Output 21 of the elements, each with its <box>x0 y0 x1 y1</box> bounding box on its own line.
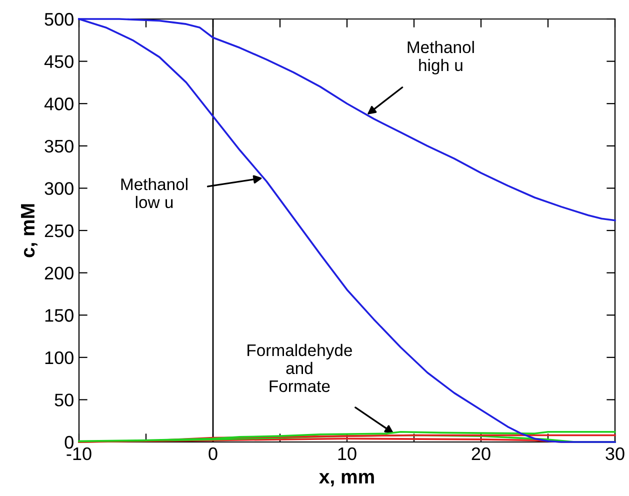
y-tick-label: 50 <box>54 394 74 406</box>
y-tick-label: 150 <box>45 309 74 322</box>
y-tick-label: 350 <box>44 140 74 153</box>
annotation: Formaldehyde and Formate <box>248 344 352 392</box>
y-tick-label: 0 <box>64 436 74 449</box>
y-tick-label: 300 <box>44 182 74 195</box>
annotation: Methanol low u <box>121 178 188 208</box>
y-tick-label: 250 <box>44 224 74 238</box>
x-axis-title: x, mm <box>319 472 374 486</box>
y-tick-label: 400 <box>44 98 74 110</box>
annotation: Methanol high u <box>408 40 474 74</box>
y-tick-label: 200 <box>44 266 74 280</box>
y-axis-title: c, mM <box>21 204 38 258</box>
y-tick-label: 500 <box>44 12 74 26</box>
x-tick-label: 30 <box>606 447 624 460</box>
y-tick-label: 100 <box>45 351 74 364</box>
x-tick-label: 10 <box>338 447 356 460</box>
x-tick-label: 0 <box>208 447 218 460</box>
x-tick-label: 20 <box>472 447 490 460</box>
x-tick-label: -10 <box>66 447 92 460</box>
y-tick-label: 450 <box>44 55 74 68</box>
